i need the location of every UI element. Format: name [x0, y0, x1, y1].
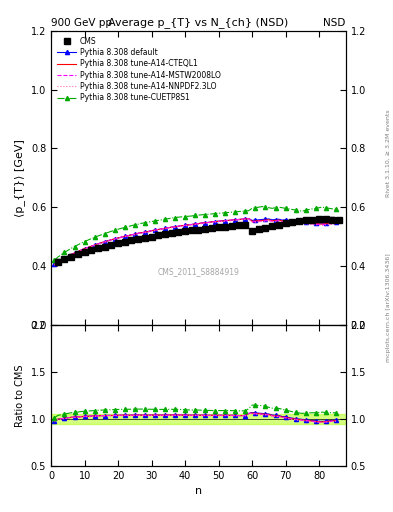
Pythia 8.308 default — [320, 220, 325, 226]
Text: CMS_2011_S8884919: CMS_2011_S8884919 — [158, 267, 239, 276]
Bar — [51, 414, 346, 423]
Pythia 8.308 tune-A14-CTEQL1 — [136, 230, 141, 237]
Pythia 8.308 tune-CUETP8S1 — [333, 206, 338, 212]
Pythia 8.308 tune-A14-NNPDF2.3LO — [246, 216, 251, 222]
Pythia 8.308 tune-A14-MSTW2008LO — [149, 228, 154, 234]
Title: Average p_{T} vs N_{ch} (NSD): Average p_{T} vs N_{ch} (NSD) — [108, 17, 288, 28]
Pythia 8.308 tune-A14-MSTW2008LO — [52, 262, 57, 268]
Pythia 8.308 tune-A14-CTEQL1 — [333, 220, 338, 226]
Text: mcplots.cern.ch [arXiv:1306.3436]: mcplots.cern.ch [arXiv:1306.3436] — [386, 253, 391, 361]
Pythia 8.308 tune-A14-MSTW2008LO — [193, 221, 197, 227]
Pythia 8.308 tune-CUETP8S1 — [139, 220, 144, 226]
Pythia 8.308 default — [333, 219, 338, 225]
Pythia 8.308 tune-A14-CTEQL1 — [149, 228, 154, 234]
Pythia 8.308 tune-CUETP8S1 — [149, 219, 154, 225]
Pythia 8.308 tune-CUETP8S1 — [136, 221, 141, 227]
Pythia 8.308 tune-A14-MSTW2008LO — [246, 216, 251, 222]
Pythia 8.308 default — [99, 240, 104, 246]
Pythia 8.308 tune-A14-NNPDF2.3LO — [333, 221, 338, 227]
Line: Pythia 8.308 tune-CUETP8S1: Pythia 8.308 tune-CUETP8S1 — [52, 204, 338, 262]
Y-axis label: Ratio to CMS: Ratio to CMS — [15, 364, 25, 426]
Pythia 8.308 tune-CUETP8S1 — [193, 212, 197, 219]
Pythia 8.308 tune-A14-CTEQL1 — [139, 230, 144, 236]
Y-axis label: ⟨p_{T}⟩ [GeV]: ⟨p_{T}⟩ [GeV] — [15, 139, 25, 217]
Pythia 8.308 tune-A14-NNPDF2.3LO — [99, 240, 104, 246]
X-axis label: n: n — [195, 486, 202, 496]
Line: Pythia 8.308 default: Pythia 8.308 default — [52, 217, 338, 267]
Pythia 8.308 tune-A14-MSTW2008LO — [136, 230, 141, 237]
Pythia 8.308 tune-A14-NNPDF2.3LO — [136, 231, 141, 237]
Text: 900 GeV pp: 900 GeV pp — [51, 18, 112, 28]
Pythia 8.308 default — [52, 262, 57, 268]
Line: Pythia 8.308 tune-A14-NNPDF2.3LO: Pythia 8.308 tune-A14-NNPDF2.3LO — [55, 219, 336, 265]
Pythia 8.308 default — [149, 228, 154, 234]
Pythia 8.308 tune-A14-NNPDF2.3LO — [52, 262, 57, 268]
Pythia 8.308 tune-A14-NNPDF2.3LO — [149, 228, 154, 234]
Pythia 8.308 tune-CUETP8S1 — [99, 232, 104, 238]
Legend: CMS, Pythia 8.308 default, Pythia 8.308 tune-A14-CTEQL1, Pythia 8.308 tune-A14-M: CMS, Pythia 8.308 default, Pythia 8.308 … — [55, 34, 223, 104]
Pythia 8.308 default — [139, 230, 144, 236]
Pythia 8.308 tune-A14-CTEQL1 — [99, 240, 104, 246]
Pythia 8.308 default — [246, 216, 251, 222]
Pythia 8.308 tune-A14-NNPDF2.3LO — [139, 230, 144, 237]
Text: Rivet 3.1.10, ≥ 3.2M events: Rivet 3.1.10, ≥ 3.2M events — [386, 110, 391, 198]
Line: Pythia 8.308 tune-A14-CTEQL1: Pythia 8.308 tune-A14-CTEQL1 — [55, 219, 336, 265]
Pythia 8.308 tune-A14-MSTW2008LO — [99, 240, 104, 246]
Pythia 8.308 tune-CUETP8S1 — [320, 204, 325, 210]
Pythia 8.308 tune-A14-CTEQL1 — [246, 216, 251, 222]
Pythia 8.308 tune-A14-MSTW2008LO — [139, 230, 144, 236]
Pythia 8.308 tune-A14-MSTW2008LO — [333, 220, 338, 226]
Line: Pythia 8.308 tune-A14-MSTW2008LO: Pythia 8.308 tune-A14-MSTW2008LO — [55, 219, 336, 265]
Pythia 8.308 tune-A14-NNPDF2.3LO — [320, 222, 325, 228]
Pythia 8.308 tune-A14-CTEQL1 — [52, 262, 57, 268]
Pythia 8.308 tune-A14-CTEQL1 — [193, 221, 197, 227]
Pythia 8.308 tune-A14-NNPDF2.3LO — [193, 221, 197, 227]
Pythia 8.308 tune-A14-MSTW2008LO — [320, 222, 325, 228]
Pythia 8.308 default — [193, 221, 197, 227]
Pythia 8.308 default — [136, 230, 141, 237]
Pythia 8.308 tune-CUETP8S1 — [260, 203, 264, 209]
Pythia 8.308 tune-CUETP8S1 — [52, 257, 57, 263]
Text: NSD: NSD — [323, 18, 346, 28]
Pythia 8.308 tune-A14-CTEQL1 — [320, 221, 325, 227]
